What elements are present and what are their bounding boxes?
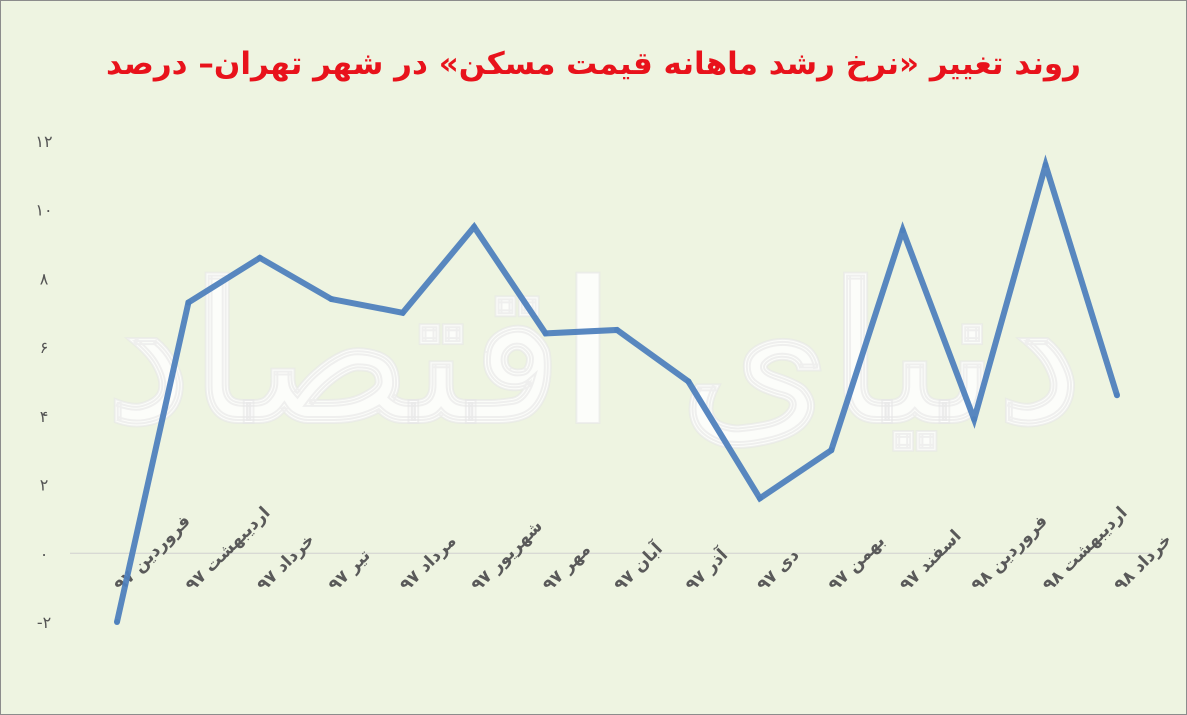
data-point	[114, 619, 120, 625]
x-tick-label: شهریور ۹۷	[468, 516, 547, 595]
data-point	[256, 254, 263, 261]
data-point	[756, 495, 763, 502]
data-point	[328, 296, 335, 303]
x-tick-label: خرداد ۹۸	[1110, 530, 1176, 596]
data-point	[899, 227, 906, 234]
data-point	[185, 299, 192, 306]
y-tick-label: ۶	[40, 338, 49, 357]
y-tick-label: ۱۰	[35, 201, 52, 220]
data-point	[1114, 392, 1120, 399]
x-tick-label: آذر ۹۷	[680, 543, 732, 595]
x-tick-label: خرداد ۹۷	[253, 530, 319, 596]
watermark-text: دنیای اقتصاد	[106, 242, 1082, 465]
watermark: دنیای اقتصاد	[105, 241, 1083, 466]
y-tick-label: ۱۲	[35, 132, 52, 151]
x-tick-label: بهمن ۹۷	[825, 531, 889, 595]
data-point	[828, 447, 835, 454]
y-tick-label: ۲	[40, 476, 49, 495]
chart-title: روند تغییر «نرخ رشد ماهانه قیمت مسکن» در…	[105, 46, 1082, 82]
y-tick-label: -۲	[37, 613, 51, 632]
y-axis: ۱۲ ۱۰ ۸ ۶ ۴ ۲ ۰ -۲	[35, 132, 52, 632]
data-point	[471, 223, 478, 230]
data-point	[685, 378, 692, 385]
data-point	[399, 309, 406, 316]
x-tick-label: مرداد ۹۷	[396, 531, 460, 595]
plot-area	[114, 154, 1120, 625]
x-tick-label: آبان ۹۷	[609, 537, 668, 596]
data-point	[542, 330, 549, 337]
x-tick-label: اسفند ۹۷	[896, 526, 965, 595]
y-tick-label: ۴	[40, 407, 49, 426]
x-tick-label: دی ۹۷	[753, 545, 803, 595]
data-point	[614, 326, 620, 333]
data-point	[971, 416, 978, 423]
data-point	[1042, 162, 1049, 169]
x-tick-label: مهر ۹۷	[539, 540, 595, 596]
y-tick-label: ۰	[40, 544, 49, 563]
y-tick-label: ۸	[40, 269, 49, 288]
